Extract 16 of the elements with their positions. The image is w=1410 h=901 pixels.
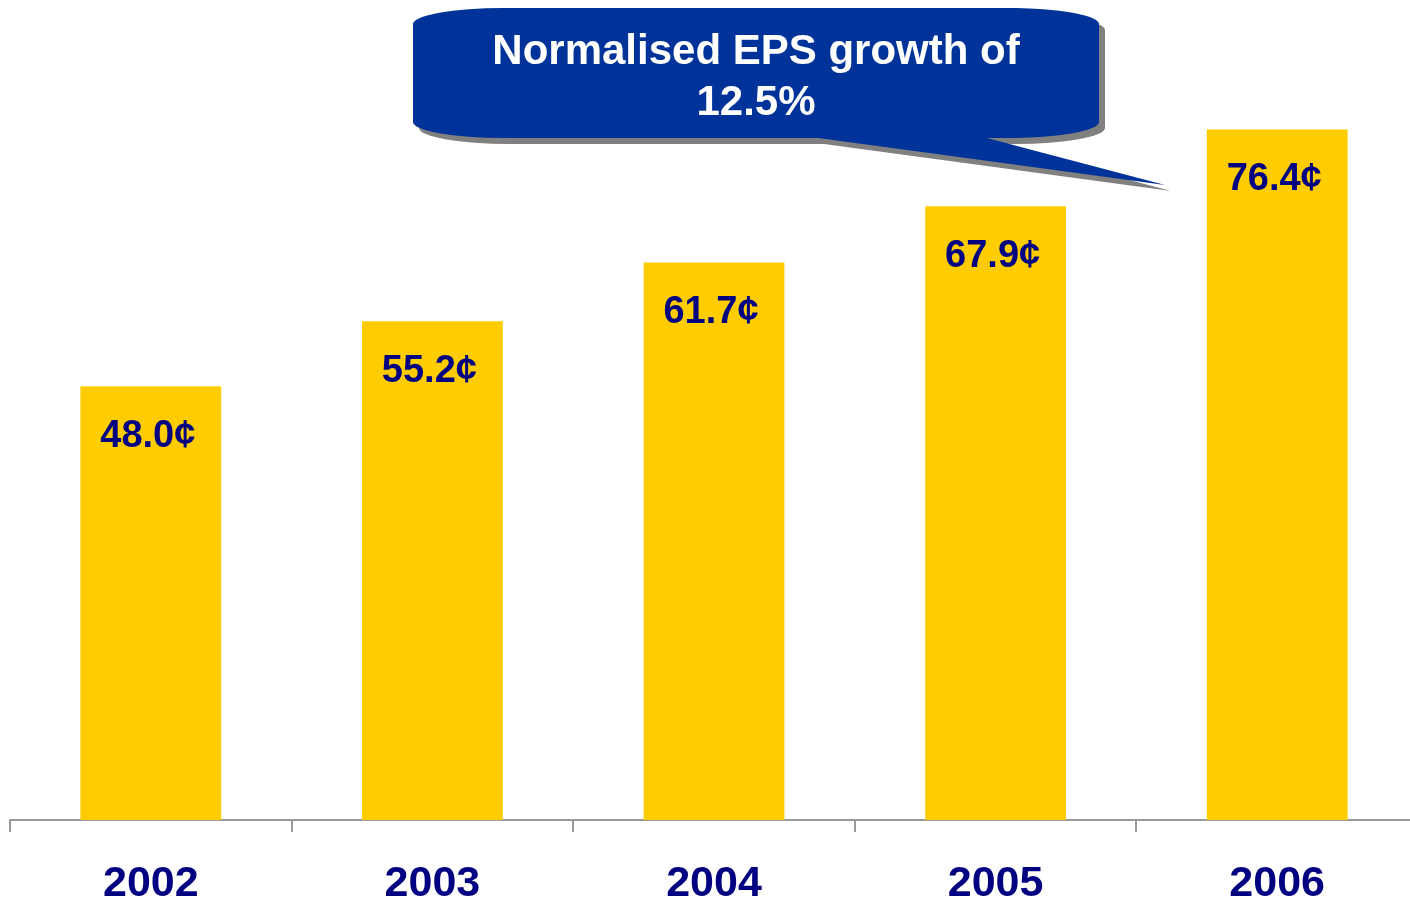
data-label: 61.7¢	[663, 288, 759, 331]
data-label: 48.0¢	[100, 412, 196, 455]
bar	[643, 262, 785, 820]
x-tick-label: 2003	[384, 857, 481, 901]
data-label: 76.4¢	[1226, 156, 1322, 199]
bar	[925, 206, 1066, 820]
x-tick-label: 2002	[102, 857, 199, 901]
x-tick-label: 2004	[666, 857, 762, 901]
bar	[1206, 129, 1348, 820]
x-tick-label: 2005	[947, 857, 1044, 901]
text: Normalised EPS growth of 12.5%	[491, 25, 1021, 126]
data-label: 55.2¢	[381, 347, 477, 390]
x-tick-label: 2006	[1229, 857, 1326, 901]
data-label: 67.9¢	[945, 232, 1041, 275]
bar	[362, 321, 503, 820]
bar	[80, 386, 222, 820]
